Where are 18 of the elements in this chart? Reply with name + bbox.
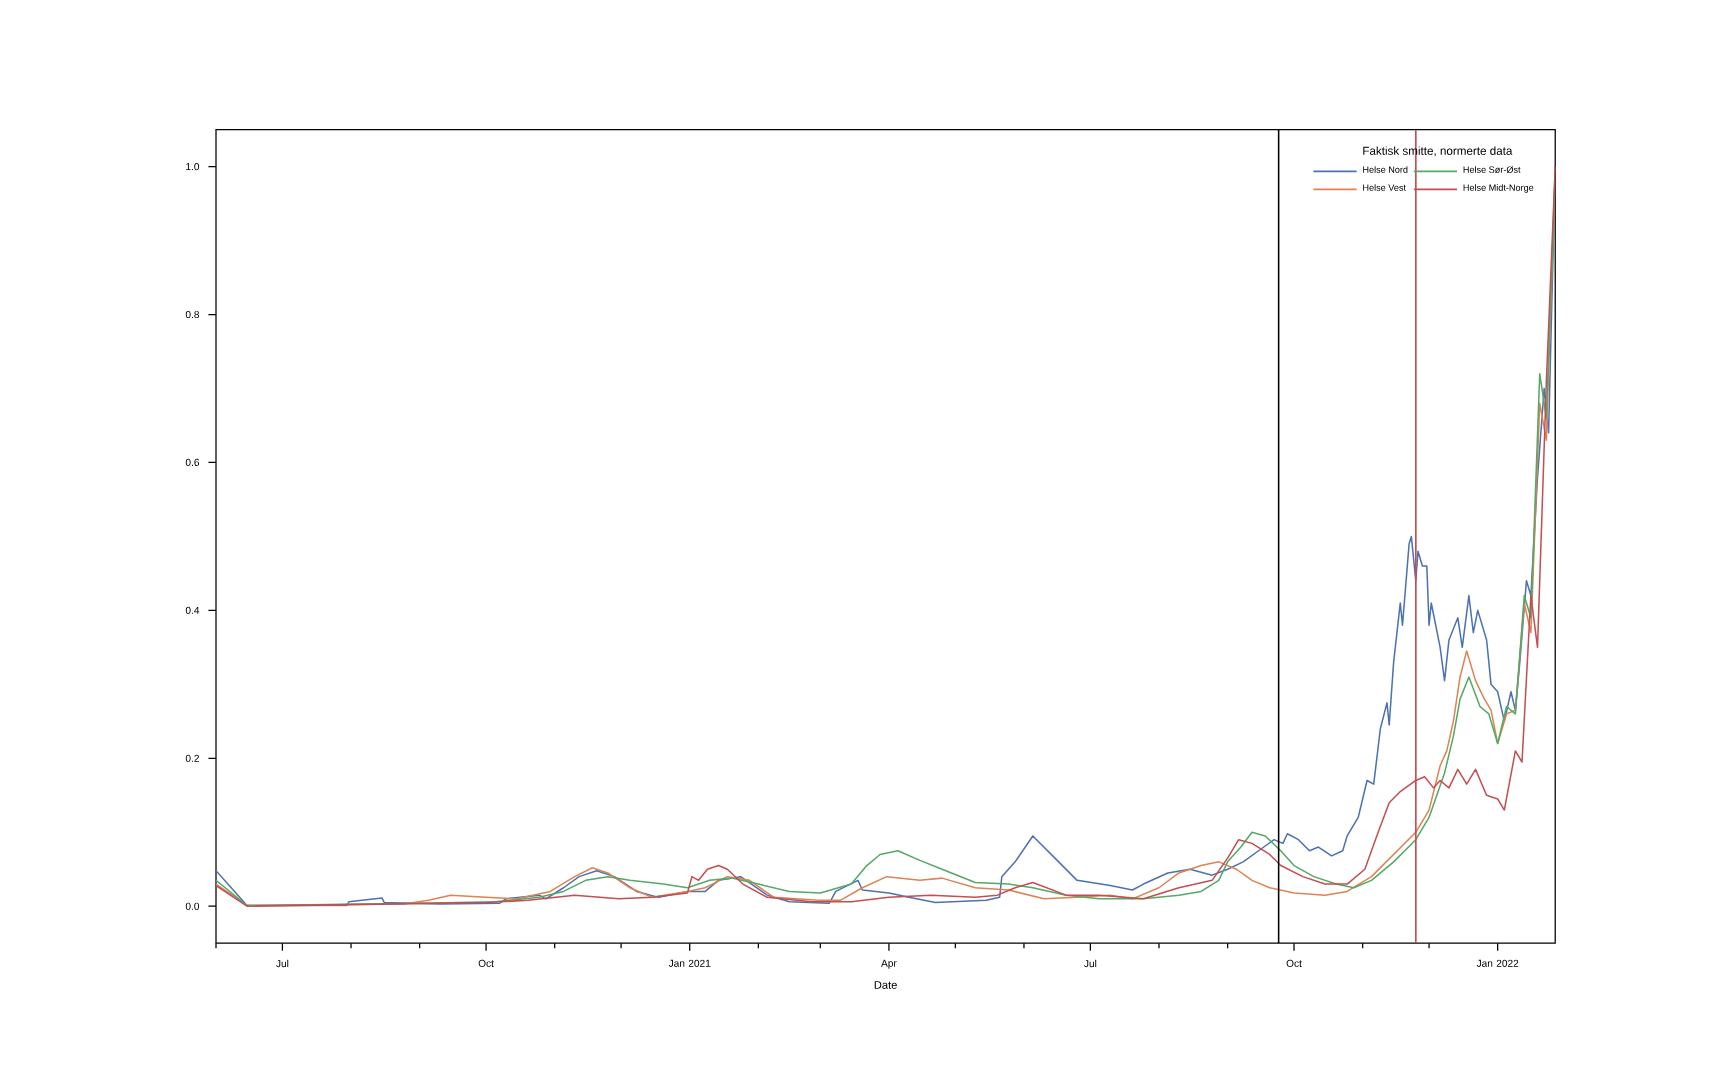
y-tick-label: 0.6 xyxy=(185,458,200,467)
x-tick-label: Apr xyxy=(881,959,897,969)
y-tick-label: 0.2 xyxy=(185,754,199,762)
y-tick-label: 0.4 xyxy=(185,606,200,614)
x-tick-label: Jul xyxy=(276,959,289,968)
x-axis-title: Date xyxy=(874,981,897,989)
legend-label: Helse Vest xyxy=(1363,184,1406,191)
x-tick-label: Jan 2022 xyxy=(1476,959,1519,967)
x-tick-label: Oct xyxy=(478,959,494,967)
legend-label: Helse Midt-Norge xyxy=(1463,184,1534,193)
y-tick-label: 0.8 xyxy=(185,310,200,319)
x-tick-label: Oct xyxy=(1286,959,1302,967)
x-tick-label: Jan 2021 xyxy=(668,959,711,967)
legend-label: Helse Nord xyxy=(1363,166,1408,173)
y-tick-label: 1.0 xyxy=(186,163,200,171)
legend-label: Helse Sør-Øst xyxy=(1463,166,1521,174)
x-tick-label: Jul xyxy=(1084,959,1097,968)
y-tick-label: 0.0 xyxy=(185,902,200,910)
